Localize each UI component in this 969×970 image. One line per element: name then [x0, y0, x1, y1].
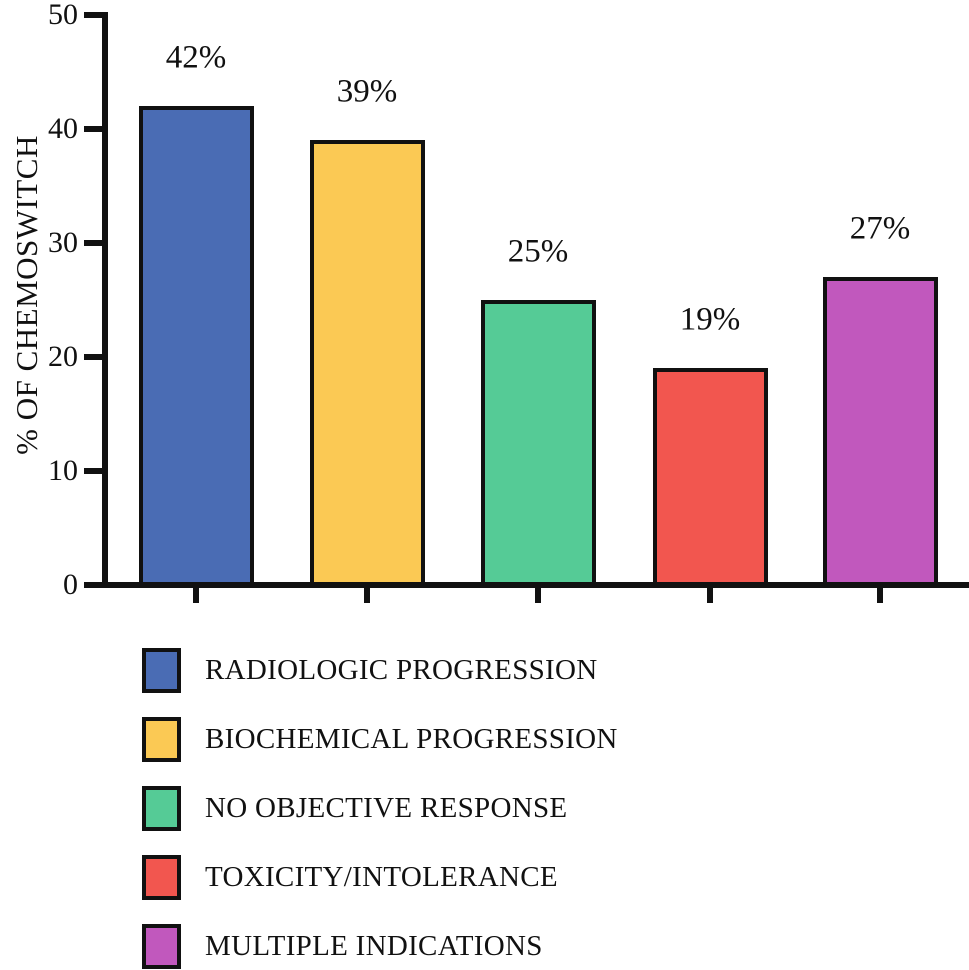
- x-tick: [364, 588, 370, 603]
- bar-value-label: 27%: [849, 210, 911, 247]
- y-tick-label: 50: [48, 0, 78, 31]
- y-tick: [84, 240, 102, 246]
- bar: [138, 106, 254, 588]
- legend-label: TOXICITY/INTOLERANCE: [205, 861, 558, 893]
- bar: [480, 300, 596, 588]
- y-axis-title: % OF CHEMOSWITCH: [9, 135, 44, 455]
- y-tick: [84, 468, 102, 474]
- bar: [652, 368, 768, 588]
- y-tick-label: 10: [48, 454, 78, 487]
- legend-label: NO OBJECTIVE RESPONSE: [205, 792, 568, 824]
- legend-label: MULTIPLE INDICATIONS: [205, 930, 543, 962]
- legend-swatch: [142, 648, 181, 693]
- x-axis-line: [86, 582, 969, 588]
- legend-swatch: [142, 924, 181, 969]
- y-tick-label: 20: [48, 340, 78, 373]
- x-tick: [707, 588, 713, 603]
- bar: [309, 140, 425, 588]
- y-tick: [84, 12, 102, 18]
- x-tick: [193, 588, 199, 603]
- x-tick: [877, 588, 883, 603]
- legend-swatch: [142, 786, 181, 831]
- x-tick: [535, 588, 541, 603]
- legend-label: RADIOLOGIC PROGRESSION: [205, 654, 598, 686]
- bar-value-label: 39%: [336, 73, 398, 110]
- bar: [822, 277, 938, 588]
- y-tick-label: 40: [48, 112, 78, 145]
- bar-value-label: 25%: [507, 233, 569, 270]
- y-tick-label: 30: [48, 226, 78, 259]
- y-tick: [84, 354, 102, 360]
- legend-swatch: [142, 717, 181, 762]
- bar-value-label: 19%: [679, 301, 741, 338]
- legend-swatch: [142, 855, 181, 900]
- y-tick: [84, 126, 102, 132]
- y-axis-line: [102, 12, 108, 588]
- y-tick-label: 0: [63, 568, 78, 601]
- y-tick: [84, 582, 102, 588]
- bar-value-label: 42%: [165, 39, 227, 76]
- legend-label: BIOCHEMICAL PROGRESSION: [205, 723, 618, 755]
